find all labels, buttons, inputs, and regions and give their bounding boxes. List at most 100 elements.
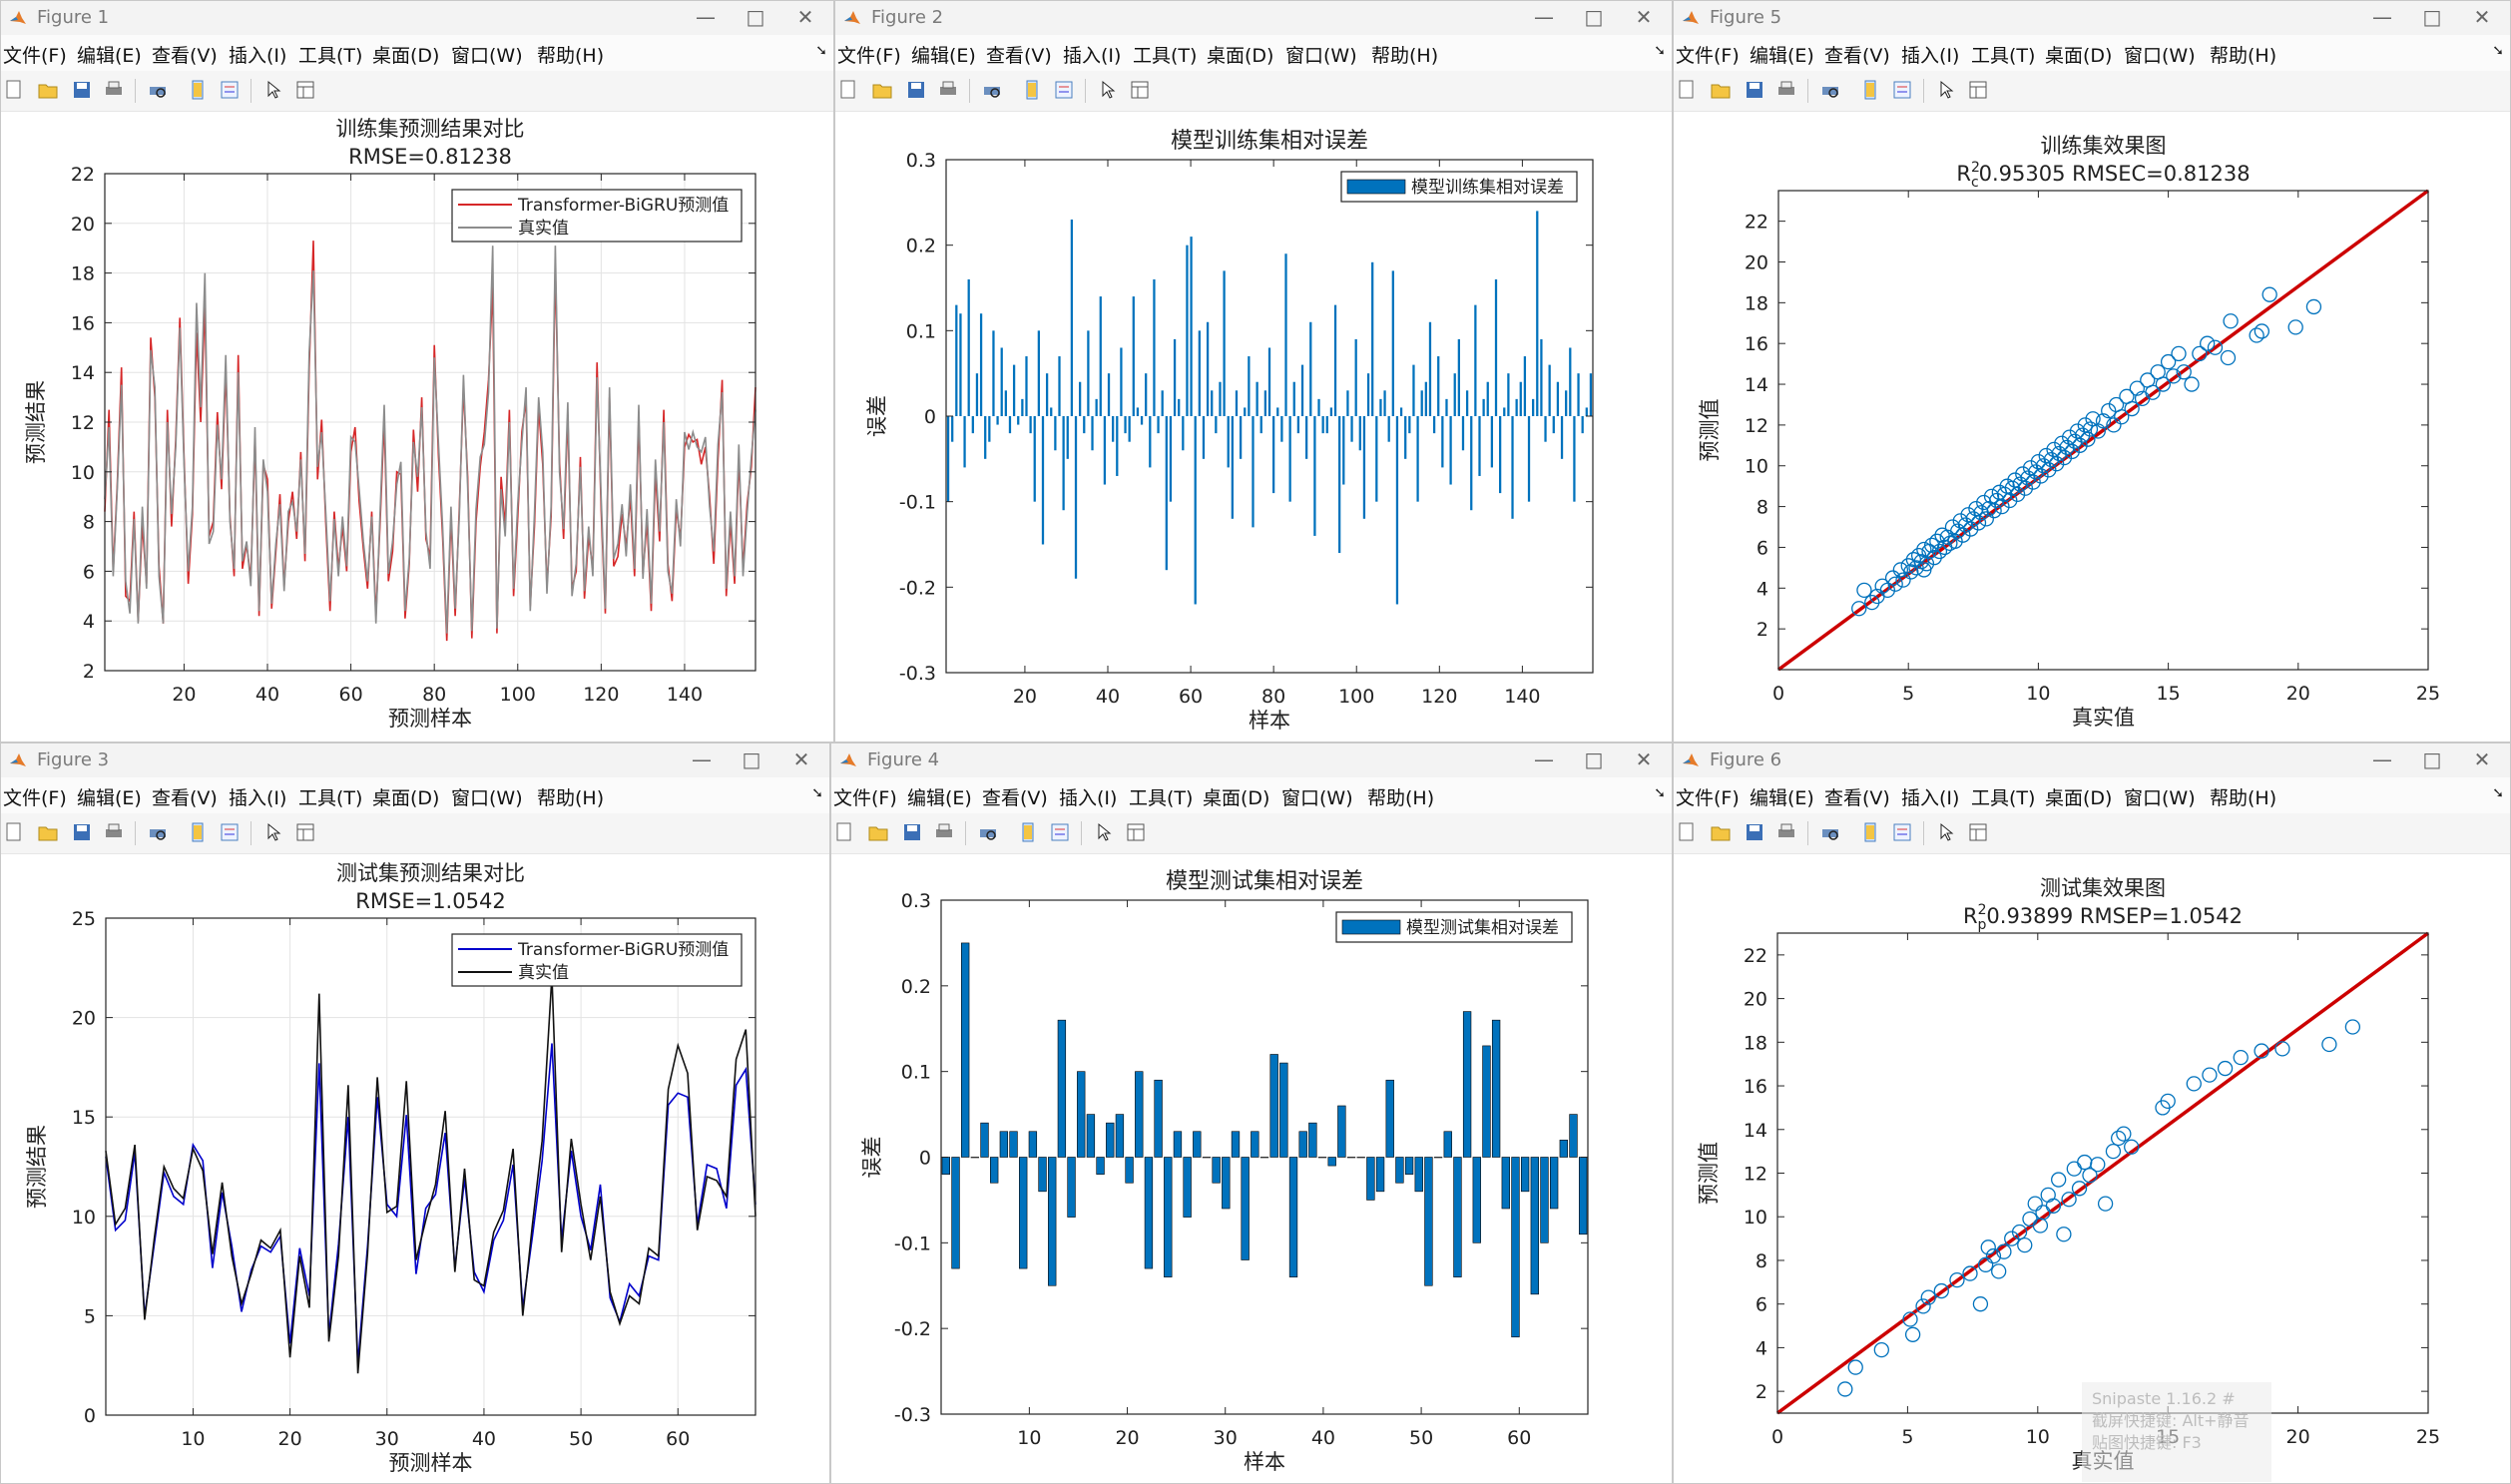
menu-item-4[interactable]: 工具(T): [1129, 787, 1194, 809]
legend-icon[interactable]: [219, 79, 241, 101]
menu-item-6[interactable]: 窗口(W): [451, 787, 523, 809]
minimize-button[interactable]: —: [2372, 5, 2392, 29]
menu-overflow-icon[interactable]: ➘: [2492, 43, 2504, 59]
maximize-button[interactable]: □: [1584, 747, 1604, 771]
new-file-icon[interactable]: [833, 821, 855, 843]
print-icon[interactable]: [103, 821, 125, 843]
menu-item-7[interactable]: 帮助(H): [537, 45, 605, 67]
title-bar[interactable]: Figure 3 — □ ✕: [1, 743, 829, 777]
property-editor-icon[interactable]: [1967, 821, 1989, 843]
colorbar-icon[interactable]: [1021, 79, 1043, 101]
property-editor-icon[interactable]: [1129, 79, 1151, 101]
open-folder-icon[interactable]: [37, 79, 59, 101]
menu-item-3[interactable]: 插入(I): [1901, 45, 1960, 67]
open-folder-icon[interactable]: [871, 79, 893, 101]
print-icon[interactable]: [1775, 821, 1797, 843]
menu-item-7[interactable]: 帮助(H): [2210, 787, 2277, 809]
legend[interactable]: 模型训练集相对误差: [1340, 171, 1578, 203]
menu-item-0[interactable]: 文件(F): [1676, 45, 1740, 67]
pointer-icon[interactable]: [262, 821, 284, 843]
pointer-icon[interactable]: [262, 79, 284, 101]
menu-item-2[interactable]: 查看(V): [1824, 45, 1890, 67]
minimize-button[interactable]: —: [2372, 747, 2392, 771]
menu-item-7[interactable]: 帮助(H): [537, 787, 605, 809]
menu-item-1[interactable]: 编辑(E): [77, 787, 142, 809]
menu-item-6[interactable]: 窗口(W): [2124, 45, 2196, 67]
menu-item-3[interactable]: 插入(I): [1063, 45, 1122, 67]
menu-overflow-icon[interactable]: ➘: [1654, 785, 1666, 801]
close-button[interactable]: ✕: [1635, 747, 1653, 771]
menu-item-6[interactable]: 窗口(W): [1285, 45, 1357, 67]
menu-item-0[interactable]: 文件(F): [1676, 787, 1740, 809]
menu-item-0[interactable]: 文件(F): [833, 787, 897, 809]
colorbar-icon[interactable]: [1017, 821, 1039, 843]
menu-overflow-icon[interactable]: ➘: [815, 43, 827, 59]
close-button[interactable]: ✕: [2473, 5, 2491, 29]
pointer-icon[interactable]: [1093, 821, 1115, 843]
new-file-icon[interactable]: [1676, 821, 1698, 843]
title-bar[interactable]: Figure 1 — □ ✕: [1, 1, 833, 35]
menu-item-4[interactable]: 工具(T): [1971, 45, 2036, 67]
menu-item-0[interactable]: 文件(F): [3, 45, 67, 67]
menu-item-1[interactable]: 编辑(E): [1750, 45, 1814, 67]
menu-item-6[interactable]: 窗口(W): [2124, 787, 2196, 809]
menu-item-2[interactable]: 查看(V): [1824, 787, 1890, 809]
save-icon[interactable]: [901, 821, 923, 843]
menu-overflow-icon[interactable]: ➘: [1654, 43, 1666, 59]
menu-item-3[interactable]: 插入(I): [1901, 787, 1960, 809]
maximize-button[interactable]: □: [2422, 5, 2442, 29]
colorbar-icon[interactable]: [187, 79, 209, 101]
new-file-icon[interactable]: [837, 79, 859, 101]
menu-item-5[interactable]: 桌面(D): [2045, 45, 2113, 67]
save-icon[interactable]: [905, 79, 927, 101]
menu-item-4[interactable]: 工具(T): [298, 787, 363, 809]
save-icon[interactable]: [71, 821, 93, 843]
legend[interactable]: 模型测试集相对误差: [1335, 911, 1573, 943]
menu-item-5[interactable]: 桌面(D): [372, 787, 440, 809]
print-preview-icon[interactable]: [977, 821, 999, 843]
property-editor-icon[interactable]: [294, 821, 316, 843]
colorbar-icon[interactable]: [1859, 821, 1881, 843]
print-icon[interactable]: [1775, 79, 1797, 101]
new-file-icon[interactable]: [3, 79, 25, 101]
menu-item-5[interactable]: 桌面(D): [1207, 45, 1274, 67]
print-preview-icon[interactable]: [981, 79, 1003, 101]
pointer-icon[interactable]: [1935, 821, 1957, 843]
pointer-icon[interactable]: [1935, 79, 1957, 101]
minimize-button[interactable]: —: [692, 747, 712, 771]
maximize-button[interactable]: □: [742, 747, 761, 771]
title-bar[interactable]: Figure 2 — □ ✕: [835, 1, 1672, 35]
close-button[interactable]: ✕: [796, 5, 814, 29]
close-button[interactable]: ✕: [1635, 5, 1653, 29]
menu-item-4[interactable]: 工具(T): [1971, 787, 2036, 809]
minimize-button[interactable]: —: [696, 5, 716, 29]
save-icon[interactable]: [1744, 821, 1765, 843]
menu-item-3[interactable]: 插入(I): [229, 787, 287, 809]
close-button[interactable]: ✕: [2473, 747, 2491, 771]
open-folder-icon[interactable]: [867, 821, 889, 843]
print-preview-icon[interactable]: [147, 79, 169, 101]
colorbar-icon[interactable]: [187, 821, 209, 843]
print-preview-icon[interactable]: [1819, 79, 1841, 101]
new-file-icon[interactable]: [3, 821, 25, 843]
menu-item-1[interactable]: 编辑(E): [907, 787, 972, 809]
save-icon[interactable]: [71, 79, 93, 101]
menu-item-3[interactable]: 插入(I): [229, 45, 287, 67]
new-file-icon[interactable]: [1676, 79, 1698, 101]
maximize-button[interactable]: □: [2422, 747, 2442, 771]
legend-icon[interactable]: [1049, 821, 1071, 843]
colorbar-icon[interactable]: [1859, 79, 1881, 101]
menu-item-2[interactable]: 查看(V): [152, 787, 218, 809]
close-button[interactable]: ✕: [792, 747, 810, 771]
print-icon[interactable]: [933, 821, 955, 843]
menu-item-6[interactable]: 窗口(W): [451, 45, 523, 67]
menu-item-3[interactable]: 插入(I): [1059, 787, 1118, 809]
menu-item-0[interactable]: 文件(F): [3, 787, 67, 809]
menu-item-5[interactable]: 桌面(D): [372, 45, 440, 67]
minimize-button[interactable]: —: [1534, 747, 1554, 771]
print-preview-icon[interactable]: [1819, 821, 1841, 843]
menu-item-7[interactable]: 帮助(H): [2210, 45, 2277, 67]
legend-icon[interactable]: [1891, 79, 1913, 101]
